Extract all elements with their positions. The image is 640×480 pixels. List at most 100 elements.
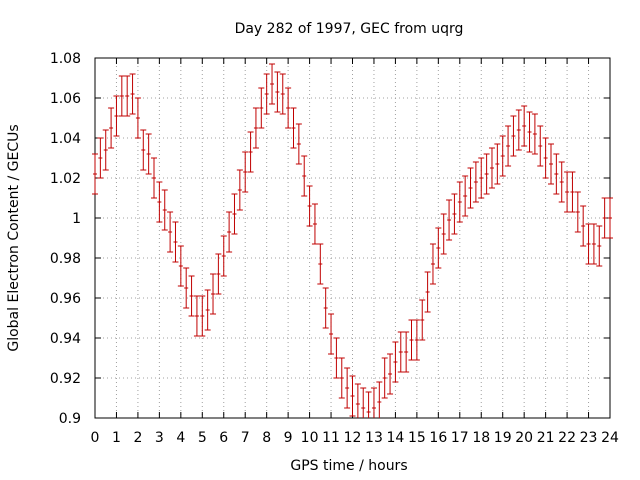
x-tick-label: 3: [155, 430, 164, 446]
data-point: [204, 289, 211, 331]
x-tick-label: 2: [133, 430, 142, 446]
data-point: [263, 73, 270, 115]
data-point: [295, 123, 302, 165]
data-point: [483, 153, 490, 195]
data-point: [403, 331, 410, 373]
data-point: [113, 95, 120, 137]
data-point: [601, 197, 608, 239]
data-point: [488, 147, 495, 189]
data-point: [467, 167, 474, 209]
data-point: [574, 191, 581, 233]
data-point: [290, 107, 297, 149]
x-tick-label: 10: [301, 430, 319, 446]
data-point: [370, 387, 377, 418]
x-tick-label: 24: [601, 430, 619, 446]
x-tick-label: 12: [344, 430, 362, 446]
x-tick-label: 22: [558, 430, 576, 446]
data-point: [102, 129, 109, 171]
y-tick-labels: 0.9 0.92 0.94 0.96 0.98 1 1.02 1.04 1.06 1.08: [50, 51, 81, 427]
x-tick-label: 1: [112, 430, 121, 446]
y-tick-label: 0.98: [50, 251, 81, 267]
data-point: [344, 367, 351, 409]
data-point: [419, 299, 426, 341]
x-tick-label: 6: [219, 430, 228, 446]
data-point: [553, 153, 560, 195]
x-tick-label: 20: [515, 430, 533, 446]
data-point: [590, 223, 597, 265]
data-point: [306, 185, 313, 227]
data-point: [585, 223, 592, 265]
y-tick-label: 0.9: [59, 411, 81, 427]
data-point: [301, 155, 308, 197]
data-point: [140, 129, 147, 171]
data-point: [387, 353, 394, 395]
data-point: [381, 357, 388, 399]
data-point: [472, 161, 479, 203]
x-tick-label: 7: [241, 430, 250, 446]
data-point: [338, 357, 345, 399]
data-point: [547, 143, 554, 185]
x-tick-label: 19: [494, 430, 512, 446]
data-point: [199, 295, 206, 337]
data-point: [134, 97, 141, 139]
y-tick-label: 1: [72, 211, 81, 227]
data-point: [580, 205, 587, 247]
data-point: [392, 341, 399, 383]
x-tick-label: 11: [322, 430, 340, 446]
data-point: [118, 75, 125, 117]
x-tick-label: 23: [580, 430, 598, 446]
data-point: [167, 211, 174, 253]
data-point: [279, 73, 286, 115]
series-gec: [92, 63, 613, 418]
data-point: [242, 151, 249, 193]
x-tick-label: 14: [387, 430, 405, 446]
data-point: [429, 243, 436, 285]
data-point: [537, 125, 544, 167]
data-point: [172, 221, 179, 263]
y-tick-label: 1.06: [50, 91, 81, 107]
data-point: [440, 213, 447, 255]
data-point: [188, 275, 195, 317]
data-point: [446, 199, 453, 241]
data-point: [462, 175, 469, 217]
data-point: [521, 105, 528, 147]
data-point: [317, 243, 324, 285]
x-tick-label: 5: [198, 430, 207, 446]
data-point: [161, 189, 168, 231]
data-point: [226, 211, 233, 253]
data-point: [124, 75, 131, 117]
data-point: [354, 383, 361, 418]
data-point: [108, 107, 115, 149]
data-point: [252, 107, 259, 149]
y-tick-label: 0.96: [50, 291, 81, 307]
data-point: [526, 111, 533, 153]
data-point: [558, 161, 565, 203]
data-point: [258, 87, 265, 129]
y-tick-label: 0.94: [50, 331, 81, 347]
data-point: [285, 87, 292, 129]
data-point: [494, 143, 501, 185]
data-point: [365, 391, 372, 418]
data-point: [413, 319, 420, 361]
x-tick-label: 21: [537, 430, 555, 446]
x-tick-label: 0: [91, 430, 100, 446]
data-point: [193, 295, 200, 337]
data-point: [183, 267, 190, 309]
x-tick-label: 8: [262, 430, 271, 446]
data-point: [505, 125, 512, 167]
data-point: [478, 157, 485, 199]
data-point: [596, 225, 603, 267]
y-tick-label: 1.02: [50, 171, 81, 187]
data-point: [564, 171, 571, 213]
data-point: [269, 63, 276, 105]
data-point: [360, 387, 367, 418]
data-point: [151, 157, 158, 199]
data-point: [247, 131, 254, 173]
data-point: [499, 135, 506, 177]
x-tick-label: 17: [451, 430, 469, 446]
x-tick-label: 9: [284, 430, 293, 446]
data-point: [456, 181, 463, 223]
x-tick-label: 13: [365, 430, 383, 446]
data-point: [92, 153, 98, 195]
data-point: [333, 337, 340, 379]
